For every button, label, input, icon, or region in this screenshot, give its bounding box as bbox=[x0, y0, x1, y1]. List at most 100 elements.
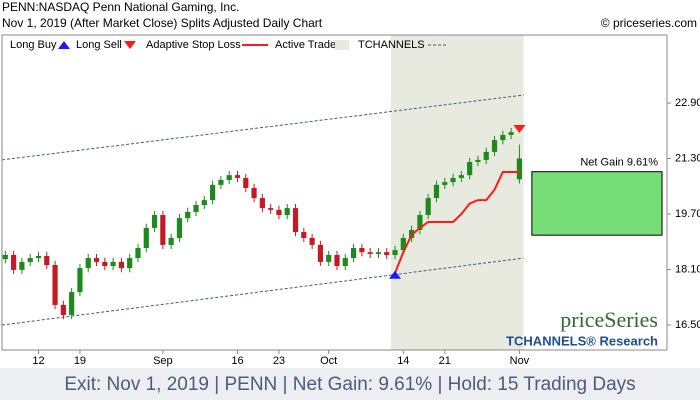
candle-body bbox=[442, 182, 448, 185]
candle-body bbox=[483, 151, 489, 160]
candle-body bbox=[44, 255, 50, 266]
legend: Long Buy Long Sell Adaptive Stop Loss Ac… bbox=[10, 39, 448, 51]
legend-label: Long Buy bbox=[10, 39, 57, 51]
channel-line bbox=[1, 257, 524, 326]
candle-body bbox=[317, 244, 324, 262]
active-trade-zone bbox=[390, 35, 524, 350]
candle-body bbox=[27, 258, 33, 262]
x-tick-label: Oct bbox=[320, 355, 337, 367]
candle-body bbox=[168, 237, 174, 245]
candle-body bbox=[118, 261, 125, 269]
candle-body bbox=[19, 261, 25, 270]
candle-body bbox=[292, 208, 299, 233]
candle-body bbox=[417, 215, 423, 230]
candle-body bbox=[201, 200, 207, 205]
legend-label: Active Trade bbox=[275, 39, 336, 51]
plot-frame bbox=[1, 34, 668, 351]
candle-body bbox=[35, 255, 42, 259]
footer: Exit: Nov 1, 2019 | PENN | Net Gain: 9.6… bbox=[64, 374, 635, 395]
legend-label: Long Sell bbox=[76, 39, 122, 51]
candle-body bbox=[226, 175, 232, 181]
candle-body bbox=[359, 248, 365, 253]
long-buy-arrow bbox=[389, 270, 402, 279]
candle-body bbox=[234, 175, 241, 178]
y-tick-label: 19.70 bbox=[675, 208, 700, 220]
candle-body bbox=[458, 175, 464, 178]
candle-body bbox=[491, 140, 498, 152]
net-gain-box bbox=[531, 171, 663, 236]
y-tick-label: 21.30 bbox=[675, 152, 700, 164]
candle-body bbox=[342, 258, 348, 267]
candle-body bbox=[243, 177, 249, 188]
candle-body bbox=[110, 261, 116, 267]
candle-body bbox=[151, 215, 158, 228]
candle-body bbox=[301, 232, 307, 238]
candle-body bbox=[143, 227, 149, 249]
y-tick-label: 18.10 bbox=[675, 263, 700, 275]
legend-label: TCHANNELS bbox=[358, 39, 425, 51]
x-tick-label: Sep bbox=[153, 355, 173, 367]
candle-body bbox=[160, 215, 166, 245]
candle-body bbox=[176, 218, 183, 238]
candle-body bbox=[500, 134, 506, 141]
candle-body bbox=[467, 161, 473, 176]
candle-body bbox=[276, 209, 282, 216]
candle-body bbox=[284, 208, 290, 216]
candle-body bbox=[52, 265, 58, 305]
watermark-brand: priceSeries bbox=[560, 307, 658, 332]
y-tick-label: 22.90 bbox=[675, 97, 700, 109]
channel-line bbox=[1, 94, 524, 161]
candle-body bbox=[508, 132, 514, 135]
copyright: © priceseries.com bbox=[601, 16, 697, 30]
candle-body bbox=[384, 252, 390, 255]
candle-body bbox=[2, 254, 8, 260]
candle-body bbox=[367, 252, 373, 254]
subtitle: Nov 1, 2019 (After Market Close) Splits … bbox=[2, 16, 323, 30]
x-tick-label: 21 bbox=[439, 355, 451, 367]
candle-body bbox=[251, 187, 257, 199]
candle-body bbox=[102, 261, 108, 267]
candle-body bbox=[85, 258, 91, 269]
x-tick-label: 19 bbox=[74, 355, 86, 367]
x-tick-label: Nov bbox=[510, 355, 530, 367]
x-tick-label: 23 bbox=[273, 355, 285, 367]
candle-body bbox=[334, 254, 340, 267]
candle-body bbox=[309, 237, 315, 245]
legend-label: Adaptive Stop Loss bbox=[146, 39, 241, 51]
candle-body bbox=[450, 177, 456, 183]
candle-body bbox=[218, 180, 224, 185]
x-tick-label: 12 bbox=[32, 355, 44, 367]
net-gain-label: Net Gain 9.61% bbox=[580, 157, 658, 169]
watermark-research: TCHANNELS® Research bbox=[506, 333, 658, 348]
candle-body bbox=[185, 211, 191, 219]
candle-body bbox=[326, 254, 332, 262]
candle-body bbox=[11, 254, 17, 270]
candle-body bbox=[400, 237, 406, 251]
candle-body bbox=[69, 292, 75, 315]
candle-body bbox=[60, 304, 66, 315]
candle-body bbox=[392, 250, 398, 255]
candle-body bbox=[375, 252, 382, 254]
candle-body bbox=[259, 198, 265, 209]
candle-body bbox=[193, 204, 199, 212]
candle-body bbox=[77, 268, 83, 293]
candle-body bbox=[210, 184, 216, 201]
title: PENN:NASDAQ Penn National Gaming, Inc. bbox=[2, 0, 239, 14]
stop-loss-line bbox=[394, 171, 520, 274]
footer-band bbox=[0, 368, 700, 400]
candle-body bbox=[268, 208, 274, 210]
legend-symbol bbox=[335, 40, 349, 50]
candle-body bbox=[516, 158, 523, 180]
x-tick-label: 14 bbox=[397, 355, 409, 367]
candle-body bbox=[425, 198, 431, 216]
candle-body bbox=[433, 184, 440, 199]
candle-body bbox=[93, 258, 100, 262]
candle-body bbox=[135, 248, 141, 259]
candle-body bbox=[475, 159, 481, 162]
legend-symbol bbox=[58, 41, 70, 49]
long-sell-arrow bbox=[513, 125, 526, 134]
x-tick-label: 16 bbox=[231, 355, 243, 367]
legend-symbol bbox=[124, 41, 136, 49]
y-tick-label: 16.50 bbox=[675, 319, 700, 331]
